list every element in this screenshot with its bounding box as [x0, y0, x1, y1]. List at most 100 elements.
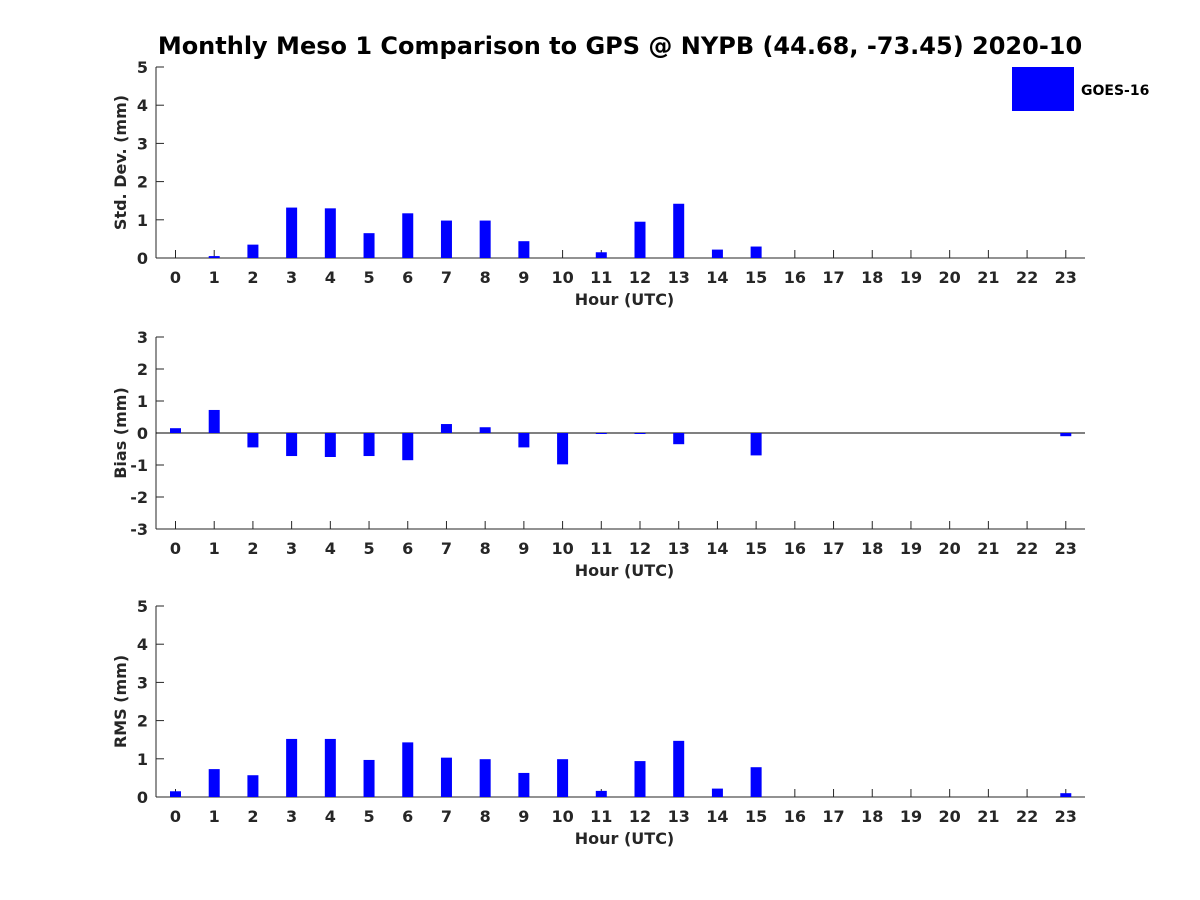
x-tick-label: 23	[1055, 807, 1077, 826]
x-tick-label: 0	[170, 539, 181, 558]
x-tick-label: 14	[706, 807, 728, 826]
bar-hour-6	[402, 742, 414, 797]
x-tick-label: 0	[170, 807, 181, 826]
bar-hour-6	[402, 433, 414, 461]
x-tick-label: 2	[247, 539, 258, 558]
y-tick-label: 0	[137, 788, 148, 807]
x-tick-label: 12	[629, 807, 651, 826]
legend-label: GOES-16	[1081, 83, 1149, 99]
y-tick-label: 0	[137, 249, 148, 268]
bar-hour-12	[634, 221, 646, 258]
bar-hour-5	[363, 759, 375, 797]
x-tick-label: 5	[363, 268, 374, 287]
x-tick-label: 5	[363, 807, 374, 826]
x-tick-label: 23	[1055, 539, 1077, 558]
x-tick-label: 9	[518, 268, 529, 287]
x-tick-label: 20	[939, 807, 961, 826]
x-tick-label: 22	[1016, 807, 1038, 826]
bar-hour-0	[170, 428, 181, 433]
x-tick-label: 9	[518, 539, 529, 558]
y-tick-label: 5	[137, 58, 148, 77]
x-tick-label: 10	[551, 539, 573, 558]
bar-hour-13	[673, 433, 685, 445]
bar-hour-10	[557, 433, 569, 465]
bar-hour-5	[363, 433, 375, 457]
x-tick-label: 15	[745, 807, 767, 826]
x-tick-label: 14	[706, 268, 728, 287]
bar-hour-15	[750, 246, 762, 258]
bar-hour-11	[595, 252, 607, 258]
x-tick-label: 10	[551, 268, 573, 287]
x-tick-label: 8	[480, 807, 491, 826]
y-tick-label: 2	[137, 173, 148, 192]
x-tick-label: 20	[939, 539, 961, 558]
x-tick-label: 1	[209, 539, 220, 558]
x-tick-label: 11	[590, 807, 612, 826]
bar-hour-4	[324, 433, 336, 457]
legend: GOES-16	[1012, 67, 1149, 111]
x-tick-label: 18	[861, 268, 883, 287]
bar-hour-15	[750, 433, 762, 456]
x-tick-label: 23	[1055, 268, 1077, 287]
x-tick-label: 1	[209, 807, 220, 826]
bar-hour-1	[208, 769, 220, 797]
x-tick-label: 11	[590, 268, 612, 287]
bar-hour-13	[673, 740, 685, 797]
bar-hour-1	[208, 256, 220, 258]
y-tick-label: -1	[130, 456, 148, 475]
y-tick-label: 3	[137, 673, 148, 692]
bar-hour-6	[402, 213, 414, 258]
x-tick-label: 10	[551, 807, 573, 826]
bar-hour-5	[363, 233, 375, 258]
bar-hour-3	[286, 207, 298, 258]
x-tick-label: 5	[363, 539, 374, 558]
bar-hour-8	[479, 427, 491, 433]
y-tick-label: 1	[137, 392, 148, 411]
bar-hour-4	[324, 208, 336, 258]
bar-hour-7	[440, 424, 452, 433]
bar-hour-14	[711, 788, 723, 797]
y-tick-label: 2	[137, 360, 148, 379]
bar-hour-9	[518, 433, 530, 448]
y-tick-label: 5	[137, 597, 148, 616]
y-tick-label: 3	[137, 134, 148, 153]
x-tick-label: 21	[977, 539, 999, 558]
x-tick-label: 17	[822, 807, 844, 826]
bar-hour-2	[247, 244, 259, 258]
x-tick-label: 4	[325, 539, 336, 558]
bar-hour-7	[440, 757, 452, 797]
x-tick-label: 17	[822, 539, 844, 558]
x-axis-label: Hour (UTC)	[575, 561, 675, 580]
bar-hour-7	[440, 220, 452, 258]
x-tick-label: 16	[784, 268, 806, 287]
x-tick-label: 17	[822, 268, 844, 287]
x-tick-label: 15	[745, 539, 767, 558]
bar-hour-8	[479, 759, 491, 797]
bar-hour-23	[1060, 433, 1072, 437]
x-tick-label: 15	[745, 268, 767, 287]
x-tick-label: 12	[629, 268, 651, 287]
x-axis-label: Hour (UTC)	[575, 290, 675, 309]
x-tick-label: 19	[900, 268, 922, 287]
x-tick-label: 7	[441, 268, 452, 287]
x-tick-label: 11	[590, 539, 612, 558]
x-tick-label: 3	[286, 539, 297, 558]
y-axis-label: RMS (mm)	[111, 655, 130, 748]
bar-hour-2	[247, 775, 259, 797]
bar-hour-1	[208, 409, 220, 433]
y-tick-label: 4	[137, 96, 148, 115]
bar-hour-9	[518, 241, 530, 258]
x-tick-label: 13	[668, 807, 690, 826]
bar-hour-14	[711, 249, 723, 258]
x-tick-label: 16	[784, 539, 806, 558]
x-tick-label: 13	[668, 539, 690, 558]
bar-hour-13	[673, 203, 685, 258]
x-tick-label: 2	[247, 268, 258, 287]
x-tick-label: 12	[629, 539, 651, 558]
x-axis-label: Hour (UTC)	[575, 829, 675, 848]
x-tick-label: 18	[861, 807, 883, 826]
x-tick-label: 19	[900, 539, 922, 558]
